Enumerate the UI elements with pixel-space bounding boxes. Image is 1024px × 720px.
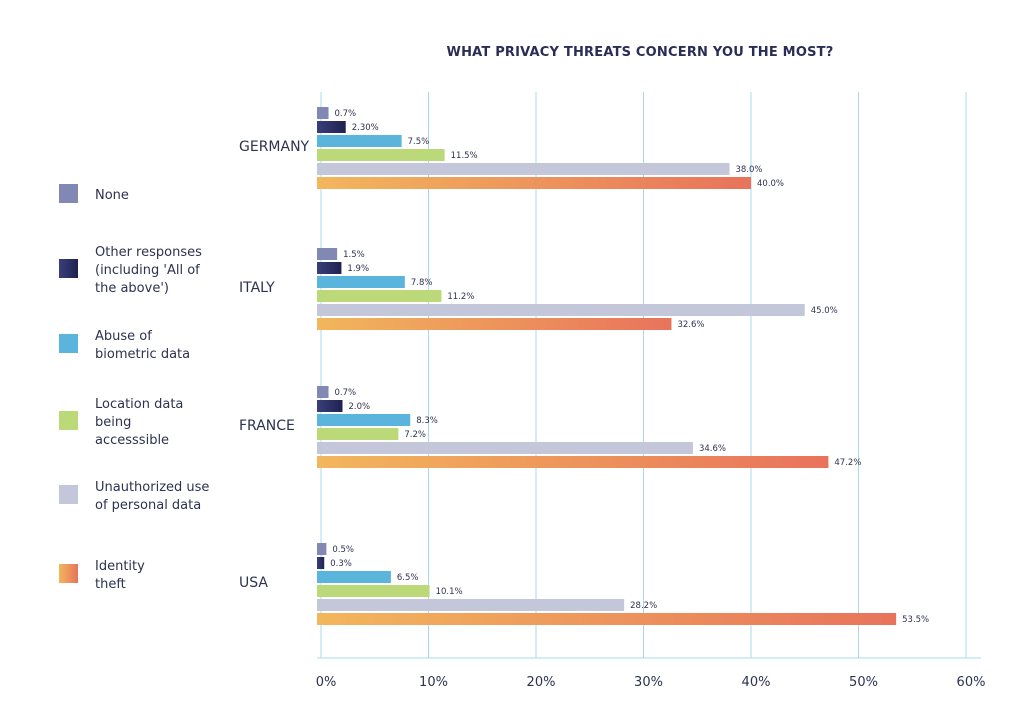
data-label-france-0: 0.7%: [335, 388, 357, 398]
data-label-usa-1: 0.3%: [330, 559, 352, 569]
data-label-france-1: 2.0%: [349, 402, 371, 412]
data-label-france-2: 8.3%: [416, 416, 438, 426]
data-labels: 0.7% 2.30% 7.5% 11.5% 38.0% 40.0% 1.5% 1.9% 7.8%…: [330, 109, 929, 625]
bar-italy-2: [317, 276, 405, 288]
data-label-italy-3: 11.2%: [447, 292, 474, 302]
legend-label-3: Location data being accesssible: [95, 397, 183, 448]
x-tick-label-30: 30%: [634, 675, 663, 690]
data-label-germany-0: 0.7%: [335, 109, 357, 119]
bar-germany-3: [317, 149, 445, 161]
bar-germany-0: [317, 107, 329, 119]
bar-usa-5: [317, 613, 897, 625]
x-tick-label-20: 20%: [527, 675, 556, 690]
data-label-italy-1: 1.9%: [347, 264, 369, 274]
category-label-france: FRANCE: [239, 418, 295, 434]
legend-label-2: Abuse of biometric data: [95, 329, 190, 362]
chart-title: WHAT PRIVACY THREATS CONCERN YOU THE MOS…: [447, 45, 834, 60]
bars: [317, 107, 897, 625]
data-label-usa-3: 10.1%: [436, 587, 463, 597]
bar-italy-3: [317, 290, 442, 302]
data-label-usa-0: 0.5%: [332, 545, 354, 555]
category-label-usa: USA: [239, 575, 268, 591]
legend-label-0: None: [95, 188, 129, 203]
data-label-germany-4: 38.0%: [736, 165, 763, 175]
data-label-germany-2: 7.5%: [408, 137, 430, 147]
x-tick-label-60: 60%: [957, 675, 986, 690]
data-label-usa-5: 53.5%: [902, 615, 929, 625]
x-tick-label-0: 0%: [316, 675, 337, 690]
bar-germany-1: [317, 121, 346, 133]
data-label-france-5: 47.2%: [834, 458, 861, 468]
legend-swatch-3: [59, 411, 78, 430]
legend-swatch-5: [59, 564, 78, 583]
bar-usa-2: [317, 571, 391, 583]
data-label-italy-4: 45.0%: [811, 306, 838, 316]
bar-france-3: [317, 428, 399, 440]
bar-france-5: [317, 456, 829, 468]
bar-france-4: [317, 442, 693, 454]
legend-label-1: Other responses (including 'All of the abo…: [95, 245, 202, 296]
legend: None Other responses (including 'All of the…: [59, 184, 209, 592]
bar-usa-3: [317, 585, 430, 597]
bar-italy-5: [317, 318, 672, 330]
data-label-usa-4: 28.2%: [630, 601, 657, 611]
data-label-usa-2: 6.5%: [397, 573, 419, 583]
data-label-germany-5: 40.0%: [757, 179, 784, 189]
legend-swatch-1: [59, 259, 78, 278]
bar-germany-4: [317, 163, 730, 175]
data-label-italy-2: 7.8%: [411, 278, 433, 288]
bar-italy-0: [317, 248, 338, 260]
data-label-italy-0: 1.5%: [343, 250, 365, 260]
data-label-france-3: 7.2%: [404, 430, 426, 440]
bar-usa-1: [317, 557, 325, 569]
bar-germany-2: [317, 135, 402, 147]
category-label-italy: ITALY: [239, 280, 275, 296]
bar-usa-0: [317, 543, 327, 555]
bar-italy-4: [317, 304, 805, 316]
data-label-italy-5: 32.6%: [677, 320, 704, 330]
legend-swatch-0: [59, 184, 78, 203]
category-label-germany: GERMANY: [239, 139, 310, 155]
bar-france-1: [317, 400, 343, 412]
data-label-germany-1: 2.30%: [352, 123, 379, 133]
bar-france-2: [317, 414, 411, 426]
data-label-germany-3: 11.5%: [451, 151, 478, 161]
legend-swatch-4: [59, 485, 78, 504]
bar-france-0: [317, 386, 329, 398]
bar-italy-1: [317, 262, 342, 274]
category-labels: GERMANY ITALY FRANCE USA: [239, 139, 310, 591]
legend-label-5: Identity theft: [95, 559, 145, 592]
legend-swatch-2: [59, 334, 78, 353]
bar-germany-5: [317, 177, 751, 189]
x-axis-ticks: 0% 10% 20% 30% 40% 50% 60%: [316, 675, 986, 690]
x-tick-label-50: 50%: [849, 675, 878, 690]
x-tick-label-40: 40%: [742, 675, 771, 690]
legend-label-4: Unauthorized use of personal data: [95, 480, 209, 513]
x-tick-label-10: 10%: [419, 675, 448, 690]
data-label-france-4: 34.6%: [699, 444, 726, 454]
bar-usa-4: [317, 599, 625, 611]
